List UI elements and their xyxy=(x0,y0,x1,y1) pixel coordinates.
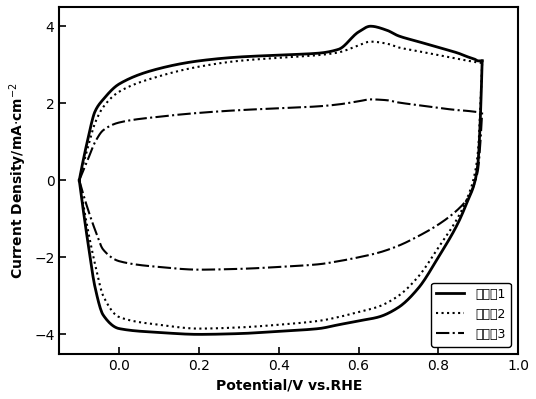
X-axis label: Potential/V vs.RHE: Potential/V vs.RHE xyxy=(215,378,362,392)
Legend: 实施兣1, 实施兣2, 实施兣3: 实施兣1, 实施兣2, 实施兣3 xyxy=(431,283,511,347)
Y-axis label: Current Density/mA$\cdot$cm$^{-2}$: Current Density/mA$\cdot$cm$^{-2}$ xyxy=(7,82,28,279)
